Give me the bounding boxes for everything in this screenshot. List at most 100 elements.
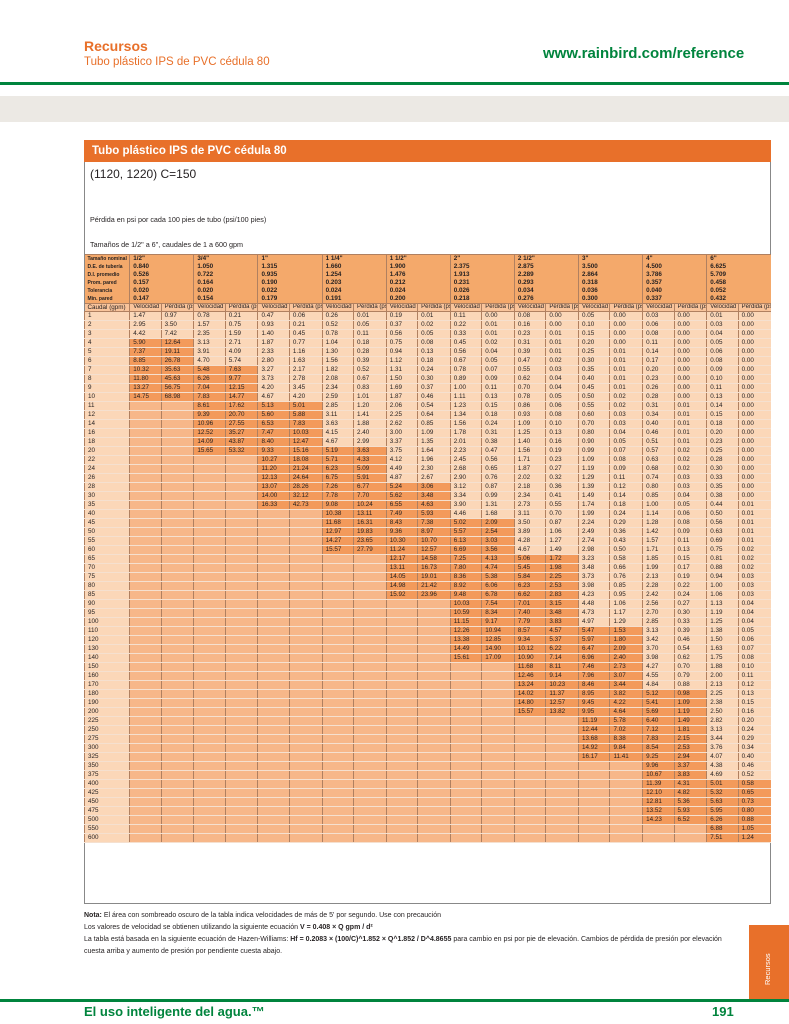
velocity-cell <box>385 770 418 780</box>
velocity-cell <box>129 635 162 645</box>
velocity-cell <box>193 491 226 501</box>
loss-cell <box>353 725 387 735</box>
loss-cell <box>353 734 387 744</box>
loss-cell: 0.00 <box>737 356 771 366</box>
loss-cell: 0.01 <box>737 527 771 537</box>
velocity-cell: 6.40 <box>642 716 675 726</box>
loss-cell <box>545 752 579 762</box>
loss-cell <box>353 806 387 816</box>
velocity-header: Velocidad (p/s) <box>385 303 418 312</box>
velocity-cell <box>321 725 354 735</box>
velocity-cell: 0.30 <box>706 464 739 474</box>
spec-value: 0.024 <box>385 287 451 295</box>
loss-cell: 0.09 <box>481 374 515 384</box>
velocity-cell: 12.46 <box>513 671 546 681</box>
velocity-cell: 0.40 <box>642 419 675 429</box>
velocity-cell: 1.57 <box>642 536 675 546</box>
velocity-cell <box>129 572 162 582</box>
velocity-cell: 10.96 <box>193 419 226 429</box>
spec-value: 0.034 <box>513 287 579 295</box>
loss-cell <box>160 752 194 762</box>
velocity-cell <box>513 743 546 753</box>
loss-cell: 10.94 <box>481 626 515 636</box>
velocity-cell <box>321 752 354 762</box>
velocity-cell: 0.10 <box>706 374 739 384</box>
loss-cell: 7.14 <box>545 653 579 663</box>
loss-cell <box>417 797 451 807</box>
loss-header: Pérdida (psi) <box>673 303 707 312</box>
velocity-cell: 4.69 <box>706 770 739 780</box>
loss-cell: 0.00 <box>673 356 707 366</box>
loss-cell: 0.00 <box>737 401 771 411</box>
loss-cell <box>160 455 194 465</box>
flow-value: 35 <box>83 500 130 510</box>
loss-cell: 0.02 <box>673 464 707 474</box>
loss-cell <box>481 716 515 726</box>
loss-cell <box>545 761 579 771</box>
velocity-cell: 2.02 <box>513 473 546 483</box>
velocity-cell: 3.42 <box>642 635 675 645</box>
table-row: 26 12.13 24.64 6.75 5.91 4.87 2.67 2.90 0.76 2.02… <box>83 473 771 483</box>
loss-cell <box>417 707 451 717</box>
loss-cell: 0.07 <box>609 446 643 456</box>
loss-cell: 0.02 <box>417 320 451 330</box>
loss-cell <box>160 806 194 816</box>
velocity-cell <box>257 581 290 591</box>
velocity-cell: 0.45 <box>578 383 610 393</box>
velocity-cell: 15.57 <box>513 707 546 717</box>
velocity-cell <box>257 608 290 618</box>
loss-cell <box>224 536 258 546</box>
velocity-cell: 8.40 <box>257 437 290 447</box>
loss-cell: 0.17 <box>673 563 707 573</box>
website-link[interactable]: www.rainbird.com/reference <box>543 45 745 62</box>
velocity-cell: 0.26 <box>321 311 354 321</box>
velocity-cell: 0.75 <box>706 545 739 555</box>
loss-cell <box>288 536 323 546</box>
spec-value: 6.625 <box>706 263 771 271</box>
velocity-cell: 0.94 <box>385 347 418 357</box>
velocity-cell: 5.01 <box>706 779 739 789</box>
velocity-cell: 4.12 <box>385 455 418 465</box>
velocity-cell: 1.29 <box>578 473 610 483</box>
loss-cell <box>673 824 707 834</box>
velocity-cell: 10.30 <box>385 536 418 546</box>
loss-cell <box>288 545 323 555</box>
velocity-cell <box>129 599 162 609</box>
loss-cell <box>481 671 515 681</box>
loss-cell: 0.00 <box>737 437 771 447</box>
loss-cell <box>609 770 643 780</box>
velocity-cell <box>513 752 546 762</box>
velocity-cell: 14.00 <box>257 491 290 501</box>
loss-cell: 0.01 <box>609 356 643 366</box>
loss-cell: 0.55 <box>545 500 579 510</box>
table-row: 300 14.92 9.84 8.54 2.53 3.76 0.34 <box>83 743 771 753</box>
velocity-cell: 0.05 <box>578 311 610 321</box>
velocity-cell <box>321 734 354 744</box>
velocity-cell: 1.63 <box>706 644 739 654</box>
velocity-cell <box>129 608 162 618</box>
velocity-cell <box>193 689 226 699</box>
table-row: 450 12.81 5.36 5.63 0.73 <box>83 797 771 807</box>
table-row: 28 13.07 28.26 7.26 6.77 5.24 3.06 3.12 0.87 2.18… <box>83 482 771 492</box>
spec-value: 0.147 <box>129 295 194 304</box>
loss-cell: 5.91 <box>353 473 387 483</box>
flow-value: 16 <box>83 428 130 438</box>
flow-value: 75 <box>83 572 130 582</box>
velocity-cell: 1.56 <box>321 356 354 366</box>
table-row: 600 7.51 1.24 <box>83 833 771 843</box>
loss-cell <box>160 401 194 411</box>
loss-cell <box>224 707 258 717</box>
velocity-cell <box>129 500 162 510</box>
loss-cell: 1.09 <box>673 698 707 708</box>
loss-cell: 0.00 <box>737 419 771 429</box>
velocity-cell <box>257 752 290 762</box>
loss-cell: 0.18 <box>481 410 515 420</box>
velocity-cell <box>129 590 162 600</box>
velocity-cell: 3.70 <box>642 644 675 654</box>
loss-cell <box>224 500 258 510</box>
loss-cell: 0.10 <box>545 419 579 429</box>
velocity-cell: 1.34 <box>449 410 482 420</box>
velocity-cell: 7.04 <box>193 383 226 393</box>
loss-cell: 0.95 <box>609 590 643 600</box>
velocity-cell <box>193 644 226 654</box>
